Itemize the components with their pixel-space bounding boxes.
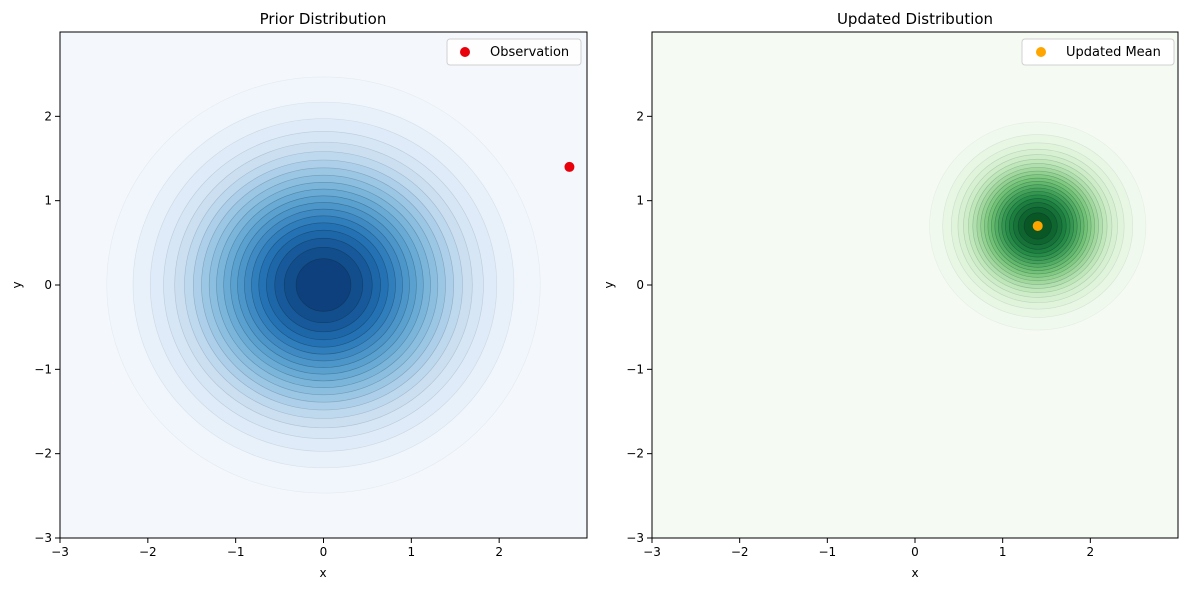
prior-xlabel: x [319, 566, 326, 580]
updated-legend-box [1021, 38, 1175, 66]
x-tick-label: −1 [818, 545, 836, 559]
y-tick-label: 0 [44, 278, 52, 292]
data-point [564, 161, 575, 172]
x-tick-label: 0 [320, 545, 328, 559]
x-tick-label: −3 [643, 545, 661, 559]
prior-contours [106, 76, 541, 494]
x-tick-label: 0 [911, 545, 919, 559]
updated-legend-marker [1036, 47, 1046, 57]
x-tick-label: −1 [227, 545, 245, 559]
prior-x-ticks: −3 −2 −1 0 1 2 [51, 538, 503, 559]
y-tick-label: 0 [636, 278, 644, 292]
contour-band [295, 258, 352, 312]
updated-contours [929, 121, 1147, 331]
y-tick-label: −3 [626, 531, 644, 545]
y-tick-label: 1 [636, 194, 644, 208]
y-tick-label: −3 [34, 531, 52, 545]
data-point [1032, 220, 1043, 231]
y-tick-label: −2 [34, 447, 52, 461]
prior-title: Prior Distribution [260, 10, 387, 28]
y-tick-label: 2 [636, 109, 644, 123]
y-tick-label: −1 [34, 362, 52, 376]
x-tick-label: 1 [408, 545, 416, 559]
prior-legend-box [446, 38, 582, 66]
updated-title: Updated Distribution [837, 10, 993, 28]
updated-legend-label: Updated Mean [1066, 45, 1161, 60]
x-tick-label: −2 [139, 545, 157, 559]
updated-y-ticks: −3 −2 −1 0 1 2 [626, 109, 652, 545]
prior-panel: Prior Distribution −3 −2 −1 0 1 2 −3 −2 −1 0 1 2 x… [10, 10, 588, 580]
y-tick-label: −2 [626, 447, 644, 461]
x-tick-label: −3 [51, 545, 69, 559]
prior-legend-label: Observation [490, 45, 569, 60]
updated-legend: Updated Mean [1021, 38, 1175, 66]
y-tick-label: 2 [44, 109, 52, 123]
updated-x-ticks: −3 −2 −1 0 1 2 [643, 538, 1094, 559]
x-tick-label: −2 [731, 545, 749, 559]
prior-legend-marker [460, 47, 470, 57]
updated-ylabel: y [602, 281, 616, 288]
y-tick-label: −1 [626, 362, 644, 376]
y-tick-label: 1 [44, 194, 52, 208]
updated-xlabel: x [911, 566, 918, 580]
prior-points [564, 161, 575, 172]
updated-panel: Updated Distribution −3 −2 −1 0 1 2 −3 −2 −1 0 1 2… [602, 10, 1179, 580]
x-tick-label: 2 [1087, 545, 1095, 559]
x-tick-label: 1 [999, 545, 1007, 559]
x-tick-label: 2 [495, 545, 503, 559]
prior-ylabel: y [10, 281, 24, 288]
prior-y-ticks: −3 −2 −1 0 1 2 [34, 109, 60, 545]
prior-legend: Observation [446, 38, 582, 66]
updated-points [1032, 220, 1043, 231]
